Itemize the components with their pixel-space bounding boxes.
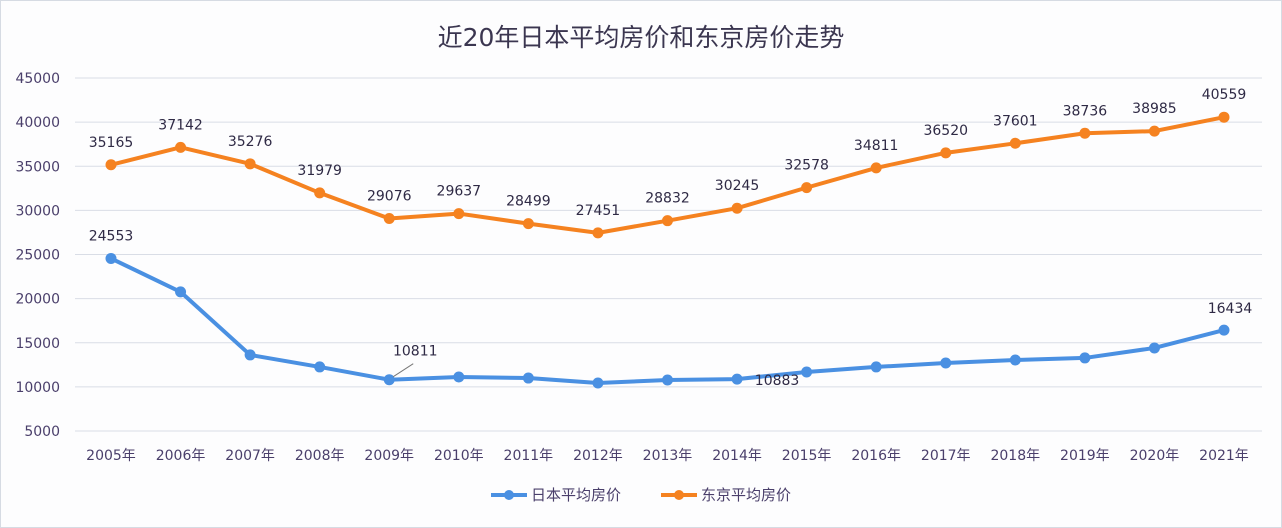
data-point — [522, 372, 534, 384]
y-tick-label: 20000 — [15, 292, 60, 308]
x-tick-label: 2014年 — [712, 448, 762, 464]
data-point — [105, 252, 117, 264]
data-label: 16434 — [1208, 301, 1253, 317]
y-tick-label: 15000 — [15, 336, 60, 352]
data-point — [662, 374, 673, 386]
x-tick-label: 2008年 — [295, 448, 345, 464]
data-label: 10883 — [755, 373, 800, 389]
data-point — [522, 218, 534, 230]
data-point — [1218, 111, 1230, 123]
data-point — [383, 374, 395, 386]
data-label: 35165 — [89, 135, 134, 151]
legend-label-tokyo: 东京平均房价 — [701, 486, 792, 504]
x-tick-label: 2005年 — [86, 448, 136, 464]
x-tick-label: 2017年 — [921, 448, 971, 464]
x-tick-label: 2012年 — [573, 448, 623, 464]
data-point — [1009, 354, 1021, 366]
y-tick-label: 25000 — [15, 248, 60, 264]
data-point — [662, 215, 673, 227]
y-tick-label: 35000 — [15, 159, 60, 175]
data-label: 24553 — [89, 228, 134, 244]
data-label: 37142 — [158, 117, 203, 133]
data-point — [870, 361, 882, 373]
data-point — [244, 349, 256, 361]
data-point — [105, 159, 117, 171]
legend-label-japan: 日本平均房价 — [530, 486, 621, 504]
leader-line — [392, 363, 414, 378]
legend-item-japan: 日本平均房价 — [490, 484, 621, 505]
data-point — [244, 158, 256, 170]
data-point — [731, 202, 743, 214]
x-tick-label: 2021年 — [1199, 448, 1249, 464]
y-tick-label: 40000 — [15, 115, 60, 131]
x-tick-label: 2010年 — [434, 448, 484, 464]
data-label: 40559 — [1202, 87, 1247, 103]
data-label: 29076 — [367, 189, 412, 205]
data-label: 31979 — [297, 163, 342, 179]
data-point — [1079, 127, 1091, 139]
y-tick-label: 5000 — [24, 424, 60, 440]
data-label: 34811 — [854, 138, 899, 154]
data-point — [453, 371, 465, 383]
data-point — [1079, 352, 1091, 364]
data-label: 38736 — [1063, 103, 1108, 119]
data-point — [175, 286, 187, 298]
x-tick-label: 2015年 — [782, 448, 832, 464]
data-label: 38985 — [1132, 101, 1177, 117]
data-point — [731, 373, 743, 385]
data-point — [801, 366, 813, 378]
x-tick-label: 2009年 — [364, 448, 414, 464]
data-point — [940, 147, 952, 159]
x-tick-label: 2018年 — [990, 448, 1040, 464]
data-label: 37601 — [993, 113, 1038, 129]
data-point — [1148, 342, 1160, 354]
data-label: 28832 — [645, 191, 690, 207]
data-point — [1009, 137, 1021, 149]
data-point — [1218, 324, 1230, 336]
data-point — [1148, 125, 1160, 137]
data-point — [592, 377, 604, 389]
chart-title: 近20年日本平均房价和东京房价走势 — [437, 23, 845, 52]
legend-marker-japan — [490, 489, 527, 500]
x-tick-label: 2006年 — [156, 448, 206, 464]
legend-item-tokyo: 东京平均房价 — [661, 484, 791, 505]
data-point — [453, 208, 465, 220]
data-point — [314, 361, 326, 373]
data-point — [801, 182, 813, 194]
y-tick-label: 30000 — [15, 203, 60, 219]
data-label: 30245 — [715, 178, 760, 194]
legend-marker-tokyo — [661, 489, 697, 500]
data-label: 10811 — [393, 344, 438, 360]
data-point — [592, 227, 604, 239]
x-tick-label: 2013年 — [643, 448, 693, 464]
data-point — [314, 187, 326, 199]
x-tick-label: 2007年 — [225, 448, 275, 464]
data-label: 36520 — [923, 123, 968, 139]
x-tick-label: 2019年 — [1060, 448, 1110, 464]
y-tick-label: 10000 — [15, 380, 60, 396]
x-tick-label: 2020年 — [1130, 448, 1180, 464]
y-tick-label: 45000 — [15, 71, 60, 87]
series-line-0 — [110, 256, 1225, 385]
data-point — [940, 357, 952, 369]
data-label: 29637 — [437, 184, 482, 200]
data-point — [175, 141, 187, 153]
data-point — [870, 162, 882, 174]
data-label: 27451 — [576, 203, 621, 219]
data-label: 28499 — [506, 194, 551, 210]
data-label: 32578 — [784, 158, 829, 174]
data-label: 35276 — [228, 134, 273, 150]
x-tick-label: 2011年 — [504, 448, 554, 464]
legend: 日本平均房价 东京平均房价 — [0, 484, 1282, 505]
data-point — [383, 213, 395, 225]
x-tick-label: 2016年 — [851, 448, 901, 464]
